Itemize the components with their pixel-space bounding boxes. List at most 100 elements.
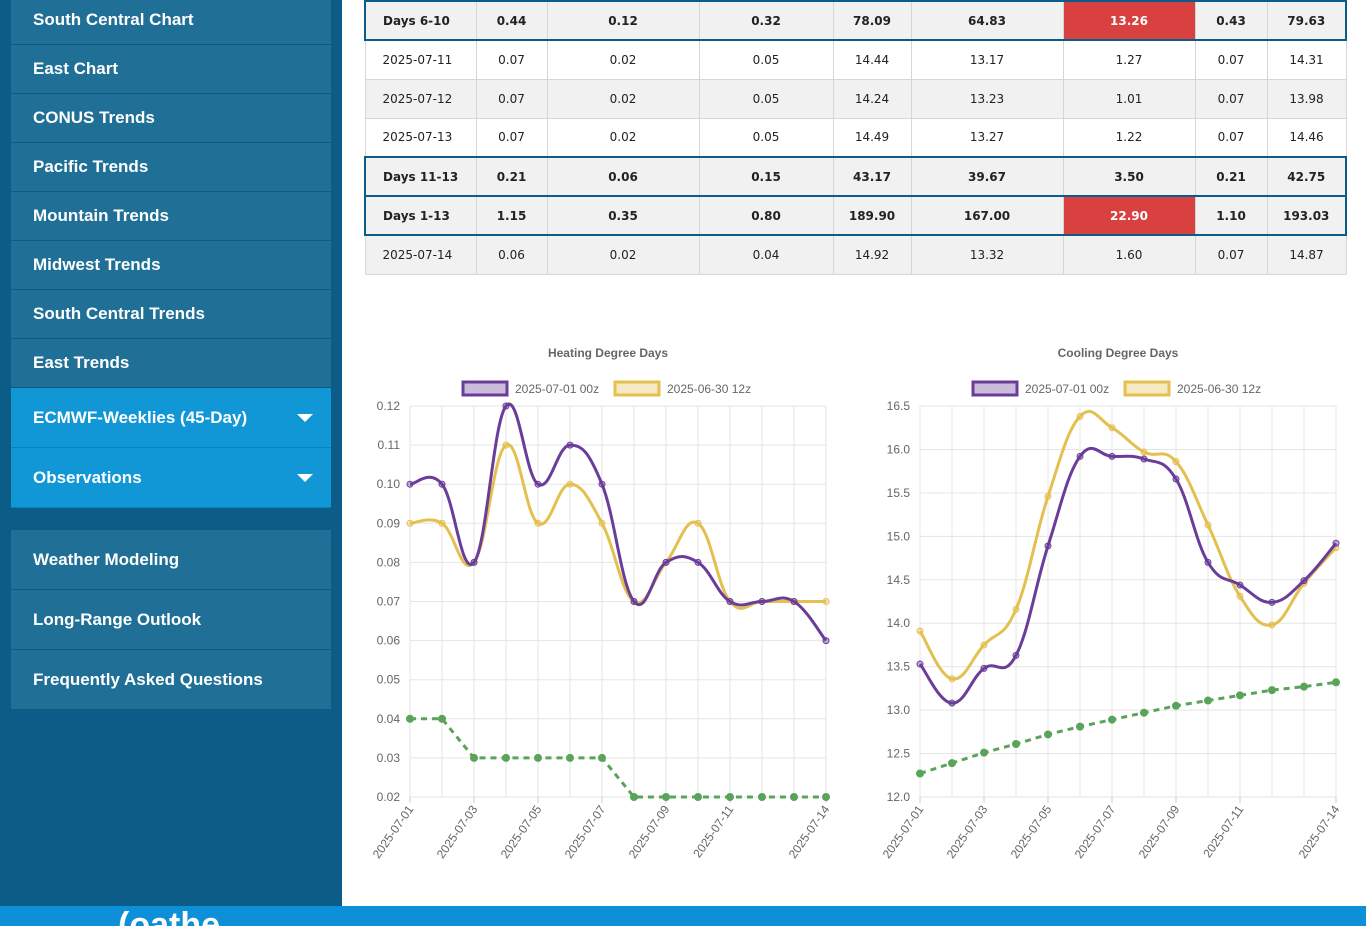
sidebar-item-south-central-chart[interactable]: South Central Chart	[11, 0, 331, 45]
sidebar-item-label: CONUS Trends	[33, 108, 155, 127]
sidebar-dropdown-ecmwf-weeklies[interactable]: ECMWF-Weeklies (45-Day)	[11, 388, 331, 448]
sidebar-item-label: Midwest Trends	[33, 255, 161, 274]
data-point	[1204, 558, 1212, 566]
x-tick-label: 2025-07-07	[1072, 802, 1119, 861]
data-point	[566, 753, 574, 762]
sidebar-item-conus-trends[interactable]: CONUS Trends	[11, 94, 331, 143]
x-tick-label: 2025-07-03	[434, 802, 481, 861]
value-cell: 0.05	[698, 78, 834, 119]
summary-row: Days 1-13 1.15 0.35 0.80 189.90 167.00 22.90 1.…	[364, 195, 1347, 236]
sidebar-item-east-chart[interactable]: East Chart	[11, 45, 331, 94]
data-point	[1108, 452, 1116, 460]
value-cell: 13.32	[910, 234, 1064, 275]
value-cell: 0.05	[698, 117, 834, 158]
y-tick-label: 13.0	[887, 703, 911, 717]
hdd-chart: Heating Degree Days 2025-07-01 00z 2025-06…	[352, 330, 846, 880]
data-point	[470, 558, 478, 566]
sidebar-item-long-range-outlook[interactable]: Long-Range Outlook	[11, 590, 331, 650]
data-point	[566, 480, 574, 488]
caret-down-icon	[297, 473, 313, 482]
data-point	[822, 598, 830, 605]
x-tick-label: 2025-07-14	[1296, 802, 1343, 861]
value-cell: 39.67	[910, 156, 1064, 197]
value-cell: 167.00	[910, 195, 1064, 236]
x-tick-label: 2025-07-09	[626, 802, 673, 861]
x-tick-label: 2025-07-09	[1136, 802, 1183, 861]
y-tick-label: 0.11	[378, 438, 401, 452]
value-cell: 0.12	[546, 0, 700, 41]
sidebar-item-label: ECMWF-Weeklies (45-Day)	[33, 407, 248, 427]
data-point	[948, 699, 956, 707]
data-point	[1140, 708, 1148, 717]
x-tick-label: 2025-07-01	[370, 802, 417, 861]
data-point	[1108, 424, 1116, 432]
data-point	[694, 558, 702, 566]
data-point	[470, 753, 478, 762]
sidebar-item-label: Mountain Trends	[33, 206, 169, 225]
data-point	[1076, 452, 1084, 460]
value-cell: 0.07	[475, 117, 548, 158]
legend-swatch	[461, 380, 509, 397]
value-cell: 13.27	[910, 117, 1064, 158]
data-point	[1172, 701, 1180, 710]
value-cell: 0.07	[1194, 117, 1268, 158]
x-tick-label: 2025-07-01	[880, 802, 927, 861]
data-point	[630, 598, 638, 605]
value-cell: 0.02	[546, 39, 700, 80]
sidebar-item-east-trends[interactable]: East Trends	[11, 339, 331, 388]
data-point	[916, 627, 924, 635]
cdd-chart: Cooling Degree Days 2025-07-01 00z 2025-06…	[862, 330, 1356, 880]
sidebar-item-label: Weather Modeling	[33, 549, 180, 569]
y-tick-label: 16.0	[887, 442, 911, 456]
sidebar-item-pacific-trends[interactable]: Pacific Trends	[11, 143, 331, 192]
sidebar-item-label: East Trends	[33, 353, 130, 372]
data-point	[822, 793, 830, 801]
table-body: Days 6-10 0.44 0.12 0.32 78.09 64.83 13.26 0.43…	[364, 0, 1347, 275]
value-cell: 0.80	[698, 195, 834, 236]
value-cell: 0.07	[475, 39, 548, 80]
sidebar-item-midwest-trends[interactable]: Midwest Trends	[11, 241, 331, 290]
row-label-cell: Days 11-13	[364, 156, 477, 197]
data-point	[1268, 598, 1276, 606]
data-point	[1300, 682, 1308, 691]
sidebar-dropdown-observations[interactable]: Observations	[11, 448, 331, 508]
data-point	[1044, 542, 1052, 550]
sidebar-item-label: Observations	[33, 467, 142, 487]
value-cell: 0.07	[1194, 78, 1268, 119]
y-tick-label: 0.08	[377, 555, 401, 569]
sidebar-item-faq[interactable]: Frequently Asked Questions	[11, 650, 331, 710]
y-tick-label: 0.02	[377, 790, 401, 804]
data-point	[1108, 715, 1116, 724]
data-point	[1076, 722, 1084, 731]
value-cell: 0.07	[475, 78, 548, 119]
bottom-banner: (oathe	[0, 906, 1366, 926]
value-cell: 14.24	[832, 78, 912, 119]
sidebar-item-weather-modeling[interactable]: Weather Modeling	[11, 530, 331, 590]
x-tick-label: 2025-07-07	[562, 802, 609, 861]
series-line	[918, 409, 1338, 681]
legend-label: 2025-07-01 00z	[1025, 382, 1109, 396]
data-point	[502, 402, 510, 410]
y-tick-label: 0.05	[377, 673, 401, 687]
data-point	[1236, 581, 1244, 589]
series-line-baseline	[919, 680, 1337, 775]
value-cell: 13.26	[1062, 0, 1196, 41]
legend-label: 2025-06-30 12z	[667, 382, 751, 396]
value-cell: 0.35	[546, 195, 700, 236]
value-cell: 0.04	[698, 234, 834, 275]
sidebar-item-label: Pacific Trends	[33, 157, 149, 176]
y-tick-label: 0.07	[377, 595, 401, 609]
y-tick-label: 0.04	[377, 712, 401, 726]
table-row: 2025-07-13 0.07 0.02 0.05 14.49 13.27 1.22 0.07…	[364, 117, 1347, 158]
data-point	[980, 748, 988, 757]
degree-day-table: Days 6-10 0.44 0.12 0.32 78.09 64.83 13.26 0.43…	[364, 0, 1347, 275]
sidebar-item-label: Long-Range Outlook	[33, 609, 202, 629]
legend-swatch	[971, 380, 1019, 397]
sidebar-item-south-central-trends[interactable]: South Central Trends	[11, 290, 331, 339]
value-cell: 1.10	[1194, 195, 1268, 236]
data-point	[758, 793, 766, 801]
data-point	[948, 759, 956, 768]
chart-title: Heating Degree Days	[548, 346, 668, 360]
sidebar-item-mountain-trends[interactable]: Mountain Trends	[11, 192, 331, 241]
y-tick-label: 16.5	[887, 399, 911, 413]
